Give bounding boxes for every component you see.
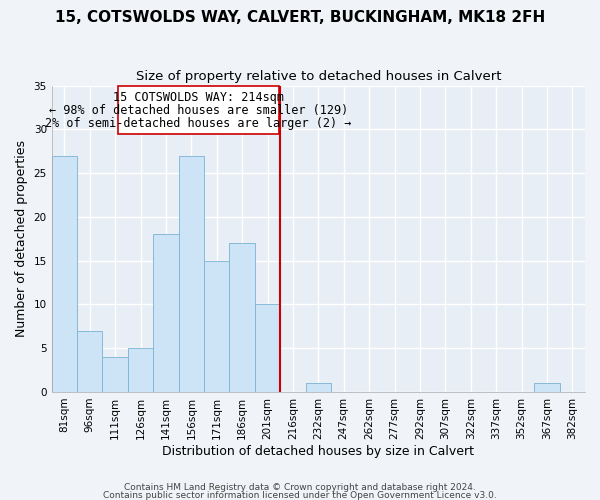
Bar xyxy=(153,234,179,392)
X-axis label: Distribution of detached houses by size in Calvert: Distribution of detached houses by size … xyxy=(163,444,475,458)
Text: ← 98% of detached houses are smaller (129): ← 98% of detached houses are smaller (12… xyxy=(49,104,348,117)
Bar xyxy=(103,357,128,392)
Bar xyxy=(128,348,153,392)
Bar xyxy=(229,243,255,392)
Bar xyxy=(52,156,77,392)
Text: Contains public sector information licensed under the Open Government Licence v3: Contains public sector information licen… xyxy=(103,490,497,500)
Text: Contains HM Land Registry data © Crown copyright and database right 2024.: Contains HM Land Registry data © Crown c… xyxy=(124,484,476,492)
Text: 15, COTSWOLDS WAY, CALVERT, BUCKINGHAM, MK18 2FH: 15, COTSWOLDS WAY, CALVERT, BUCKINGHAM, … xyxy=(55,10,545,25)
FancyBboxPatch shape xyxy=(118,86,279,134)
Text: 2% of semi-detached houses are larger (2) →: 2% of semi-detached houses are larger (2… xyxy=(45,117,352,130)
Bar xyxy=(305,383,331,392)
Bar xyxy=(77,330,103,392)
Bar xyxy=(204,260,229,392)
Y-axis label: Number of detached properties: Number of detached properties xyxy=(15,140,28,338)
Title: Size of property relative to detached houses in Calvert: Size of property relative to detached ho… xyxy=(136,70,501,83)
Bar xyxy=(534,383,560,392)
Text: 15 COTSWOLDS WAY: 214sqm: 15 COTSWOLDS WAY: 214sqm xyxy=(113,91,284,104)
Bar xyxy=(255,304,280,392)
Bar xyxy=(179,156,204,392)
